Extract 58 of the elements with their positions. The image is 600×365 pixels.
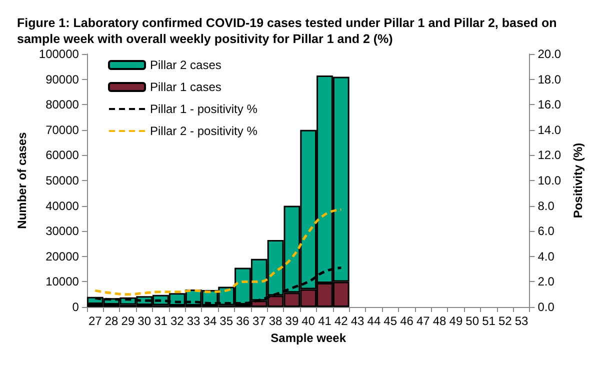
x-tick-label: 36 bbox=[236, 314, 250, 328]
x-tick-label: 49 bbox=[449, 314, 463, 328]
x-tick-label: 37 bbox=[252, 314, 266, 328]
x-tick-label: 43 bbox=[350, 314, 365, 328]
legend-label: Pillar 2 cases bbox=[150, 58, 222, 72]
y-tick-label: 90000 bbox=[46, 72, 80, 86]
chart-title: Figure 1: Laboratory confirmed COVID-19 cases tested under Pillar 1 and Pillar 2, based on sample week with overall weekly positivity for Pillar 1 and 2 (%) bbox=[17, 16, 560, 46]
x-tick-label: 44 bbox=[367, 314, 381, 328]
x-tick-label: 40 bbox=[302, 314, 316, 328]
line-series bbox=[94, 208, 342, 296]
x-tick-label: 52 bbox=[498, 314, 512, 328]
y-tick-label: 80000 bbox=[46, 98, 80, 112]
y2-tick-label: 8.0 bbox=[538, 198, 555, 213]
x-tick-label: 33 bbox=[186, 314, 201, 328]
x-tick-label: 46 bbox=[400, 314, 414, 328]
x-tick-label: 39 bbox=[285, 314, 299, 328]
x-tick-label: 34 bbox=[203, 314, 217, 328]
y2-tick-label: 10.0 bbox=[538, 174, 562, 188]
x-tick-label: 27 bbox=[88, 314, 102, 328]
y2-tick-label: 0.0 bbox=[538, 300, 555, 314]
x-tick-label: 53 bbox=[514, 314, 529, 328]
y-axis-title: Number of cases bbox=[15, 132, 29, 229]
y-tick-label: 30000 bbox=[46, 224, 80, 238]
y2-tick-label: 14.0 bbox=[538, 122, 562, 137]
y-tick-label: 40000 bbox=[46, 198, 80, 213]
x-tick-label: 32 bbox=[170, 314, 184, 328]
legend-label: Pillar 1 - positivity % bbox=[150, 102, 258, 116]
x-tick-label: 47 bbox=[416, 314, 430, 328]
y-tick-label: 70000 bbox=[46, 122, 80, 137]
x-tick-label: 50 bbox=[466, 314, 480, 328]
y-tick-label: 100000 bbox=[38, 47, 80, 61]
y2-tick-label: 12.0 bbox=[538, 148, 562, 162]
x-tick-label: 51 bbox=[482, 314, 496, 328]
legend-label: Pillar 2 - positivity % bbox=[150, 124, 258, 138]
y2-tick-label: 16.0 bbox=[538, 98, 562, 112]
x-tick-label: 31 bbox=[154, 314, 168, 328]
y-tick-label: 20000 bbox=[46, 249, 80, 264]
y2-axis-title: Positivity (%) bbox=[571, 142, 585, 218]
x-tick-label: 48 bbox=[432, 314, 447, 328]
x-tick-label: 38 bbox=[268, 314, 283, 328]
legend-label: Pillar 1 cases bbox=[150, 80, 222, 94]
y-tick-label: 60000 bbox=[46, 148, 80, 162]
y-tick-label: 0 bbox=[72, 300, 80, 314]
x-tick-label: 30 bbox=[138, 314, 152, 328]
y2-tick-label: 20.0 bbox=[538, 47, 562, 61]
x-tick-label: 41 bbox=[318, 314, 332, 328]
x-tick-label: 35 bbox=[220, 314, 234, 328]
x-tick-label: 45 bbox=[384, 314, 398, 328]
x-tick-label: 28 bbox=[104, 314, 119, 328]
y2-tick-label: 6.0 bbox=[538, 224, 555, 238]
y2-tick-label: 4.0 bbox=[538, 249, 555, 264]
x-tick-label: 42 bbox=[334, 314, 348, 328]
y-tick-label: 10000 bbox=[46, 274, 80, 289]
y-tick-label: 50000 bbox=[46, 174, 80, 188]
y2-tick-label: 18.0 bbox=[538, 72, 562, 86]
y2-tick-label: 2.0 bbox=[538, 274, 555, 289]
x-tick-label: 29 bbox=[121, 314, 135, 328]
x-axis-title: Sample week bbox=[270, 330, 346, 345]
